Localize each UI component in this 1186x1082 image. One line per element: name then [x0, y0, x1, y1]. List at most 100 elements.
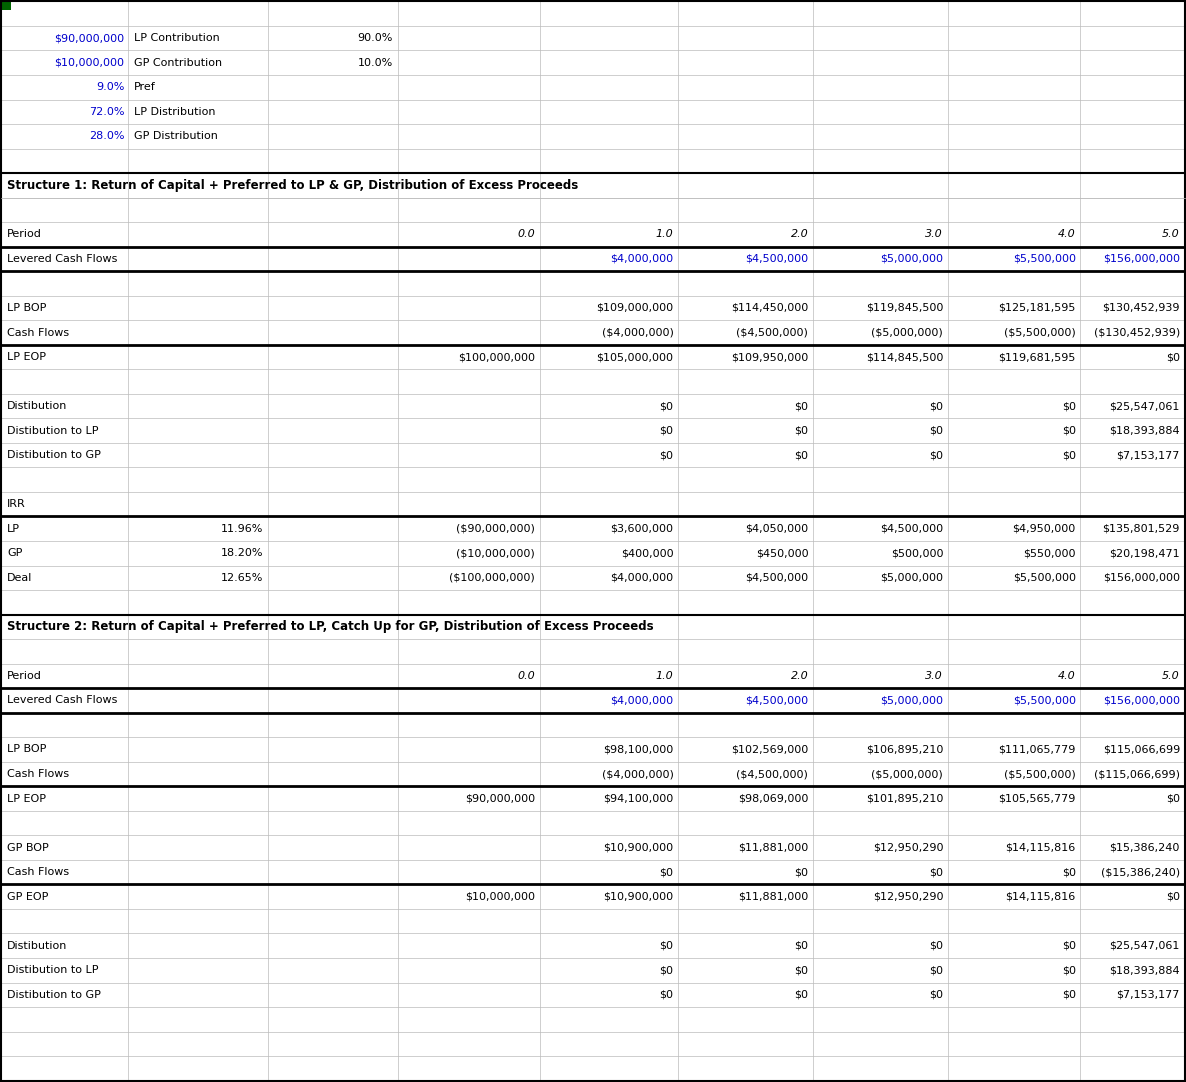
Text: $156,000,000: $156,000,000 — [1103, 572, 1180, 583]
Text: ($5,500,000): ($5,500,000) — [1005, 328, 1076, 338]
Text: LP EOP: LP EOP — [7, 352, 46, 362]
Text: 9.0%: 9.0% — [96, 82, 125, 92]
Text: $25,547,061: $25,547,061 — [1110, 401, 1180, 411]
Text: $500,000: $500,000 — [891, 549, 943, 558]
Text: 3.0: 3.0 — [925, 671, 943, 681]
Text: Cash Flows: Cash Flows — [7, 328, 70, 338]
Text: $0: $0 — [659, 425, 674, 436]
Text: $125,181,595: $125,181,595 — [999, 303, 1076, 313]
Text: $4,000,000: $4,000,000 — [611, 254, 674, 264]
Text: ($4,500,000): ($4,500,000) — [737, 328, 809, 338]
Text: $10,000,000: $10,000,000 — [55, 57, 125, 68]
Text: $4,050,000: $4,050,000 — [745, 524, 809, 533]
Text: LP: LP — [7, 524, 20, 533]
Text: 1.0: 1.0 — [656, 671, 674, 681]
Text: $12,950,290: $12,950,290 — [873, 892, 943, 901]
Text: $7,153,177: $7,153,177 — [1116, 990, 1180, 1000]
Text: $10,000,000: $10,000,000 — [465, 892, 535, 901]
Text: Distibution to GP: Distibution to GP — [7, 990, 101, 1000]
Text: $10,900,000: $10,900,000 — [604, 892, 674, 901]
Text: $20,198,471: $20,198,471 — [1109, 549, 1180, 558]
Text: $3,600,000: $3,600,000 — [611, 524, 674, 533]
Text: GP EOP: GP EOP — [7, 892, 49, 901]
Text: LP Distribution: LP Distribution — [134, 107, 216, 117]
Text: $0: $0 — [659, 450, 674, 460]
Text: $5,000,000: $5,000,000 — [880, 696, 943, 705]
Text: $111,065,779: $111,065,779 — [999, 744, 1076, 754]
Text: $0: $0 — [1166, 892, 1180, 901]
Text: $119,845,500: $119,845,500 — [866, 303, 943, 313]
Text: 0.0: 0.0 — [517, 229, 535, 239]
Text: ($100,000,000): ($100,000,000) — [449, 572, 535, 583]
Text: $0: $0 — [795, 965, 809, 975]
Text: $0: $0 — [1166, 352, 1180, 362]
Text: $0: $0 — [1061, 990, 1076, 1000]
Text: Distibution to LP: Distibution to LP — [7, 965, 98, 975]
Text: 10.0%: 10.0% — [358, 57, 393, 68]
Text: Period: Period — [7, 671, 43, 681]
Text: $0: $0 — [659, 990, 674, 1000]
Text: Distibution to LP: Distibution to LP — [7, 425, 98, 436]
Text: $15,386,240: $15,386,240 — [1110, 843, 1180, 853]
Text: GP: GP — [7, 549, 23, 558]
Text: $115,066,699: $115,066,699 — [1103, 744, 1180, 754]
Text: Levered Cash Flows: Levered Cash Flows — [7, 254, 117, 264]
Text: $18,393,884: $18,393,884 — [1109, 965, 1180, 975]
Text: $0: $0 — [795, 401, 809, 411]
Text: Pref: Pref — [134, 82, 155, 92]
Text: $0: $0 — [795, 940, 809, 951]
Text: 5.0: 5.0 — [1162, 671, 1180, 681]
Text: ($115,066,699): ($115,066,699) — [1093, 769, 1180, 779]
Text: $100,000,000: $100,000,000 — [458, 352, 535, 362]
Text: LP EOP: LP EOP — [7, 793, 46, 804]
Text: Structure 1: Return of Capital + Preferred to LP & GP, Distribution of Excess Pr: Structure 1: Return of Capital + Preferr… — [7, 179, 579, 192]
Text: $0: $0 — [930, 867, 943, 878]
Text: GP Contribution: GP Contribution — [134, 57, 222, 68]
Text: $90,000,000: $90,000,000 — [55, 34, 125, 43]
Text: 3.0: 3.0 — [925, 229, 943, 239]
Text: $0: $0 — [1061, 965, 1076, 975]
Text: $0: $0 — [795, 867, 809, 878]
Text: ($5,000,000): ($5,000,000) — [872, 328, 943, 338]
Text: Period: Period — [7, 229, 43, 239]
Text: $0: $0 — [659, 401, 674, 411]
Text: ($10,000,000): ($10,000,000) — [457, 549, 535, 558]
Text: IRR: IRR — [7, 499, 26, 510]
Text: Cash Flows: Cash Flows — [7, 769, 70, 779]
Text: 12.65%: 12.65% — [221, 572, 263, 583]
Text: $0: $0 — [930, 990, 943, 1000]
Text: $114,845,500: $114,845,500 — [866, 352, 943, 362]
Text: $5,000,000: $5,000,000 — [880, 254, 943, 264]
Text: $11,881,000: $11,881,000 — [738, 843, 809, 853]
Text: $0: $0 — [1061, 867, 1076, 878]
Text: 11.96%: 11.96% — [221, 524, 263, 533]
Text: $130,452,939: $130,452,939 — [1102, 303, 1180, 313]
Text: $101,895,210: $101,895,210 — [866, 793, 943, 804]
Text: ($5,000,000): ($5,000,000) — [872, 769, 943, 779]
Text: $14,115,816: $14,115,816 — [1006, 843, 1076, 853]
Text: $0: $0 — [1061, 450, 1076, 460]
Text: Cash Flows: Cash Flows — [7, 867, 70, 878]
Text: $10,900,000: $10,900,000 — [604, 843, 674, 853]
Text: 4.0: 4.0 — [1058, 229, 1076, 239]
Text: ($90,000,000): ($90,000,000) — [457, 524, 535, 533]
Text: $114,450,000: $114,450,000 — [731, 303, 809, 313]
Text: $90,000,000: $90,000,000 — [465, 793, 535, 804]
Text: $450,000: $450,000 — [755, 549, 809, 558]
Text: Distibution to GP: Distibution to GP — [7, 450, 101, 460]
Text: $25,547,061: $25,547,061 — [1110, 940, 1180, 951]
Text: 90.0%: 90.0% — [358, 34, 393, 43]
Text: $5,500,000: $5,500,000 — [1013, 696, 1076, 705]
Text: $102,569,000: $102,569,000 — [731, 744, 809, 754]
Text: Deal: Deal — [7, 572, 33, 583]
Text: $106,895,210: $106,895,210 — [866, 744, 943, 754]
Text: 2.0: 2.0 — [791, 671, 809, 681]
Bar — [1, 1, 11, 10]
Text: 2.0: 2.0 — [791, 229, 809, 239]
Text: $4,500,000: $4,500,000 — [745, 696, 809, 705]
Text: 0.0: 0.0 — [517, 671, 535, 681]
Text: $5,000,000: $5,000,000 — [880, 572, 943, 583]
Text: 5.0: 5.0 — [1162, 229, 1180, 239]
Text: $0: $0 — [930, 450, 943, 460]
Text: $550,000: $550,000 — [1024, 549, 1076, 558]
